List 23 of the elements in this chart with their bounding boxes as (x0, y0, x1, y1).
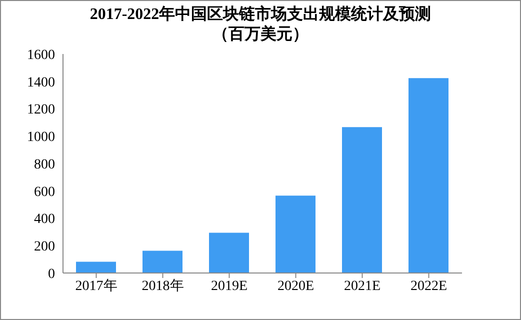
bar (276, 196, 316, 273)
y-tick-label: 800 (34, 157, 55, 172)
y-tick-label: 600 (34, 184, 55, 200)
bar (76, 262, 116, 273)
y-tick-label: 1000 (27, 130, 55, 146)
x-tick-label: 2019E (210, 278, 248, 294)
y-tick-label: 1200 (27, 102, 55, 118)
y-tick-label: 0 (48, 266, 55, 282)
x-tick-label: 2022E (410, 278, 448, 294)
bar (209, 232, 249, 273)
bar (142, 250, 182, 273)
chart-title: 2017-2022年中国区块链市场支出规模统计及预测 (88, 5, 432, 25)
bar (408, 78, 448, 273)
x-tick-label: 2020E (277, 278, 314, 294)
y-tick-label: 400 (34, 212, 55, 228)
chart-subtitle: （百万美元） (212, 25, 310, 45)
x-tick-label: 2018年 (142, 278, 184, 294)
x-tick-label: 2017年 (75, 278, 118, 294)
x-tick-label: 2021E (344, 278, 381, 294)
y-tick-label: 200 (34, 240, 55, 255)
y-tick-label: 1400 (27, 75, 55, 90)
y-tick-label: 1600 (27, 48, 55, 63)
bar (342, 127, 382, 273)
